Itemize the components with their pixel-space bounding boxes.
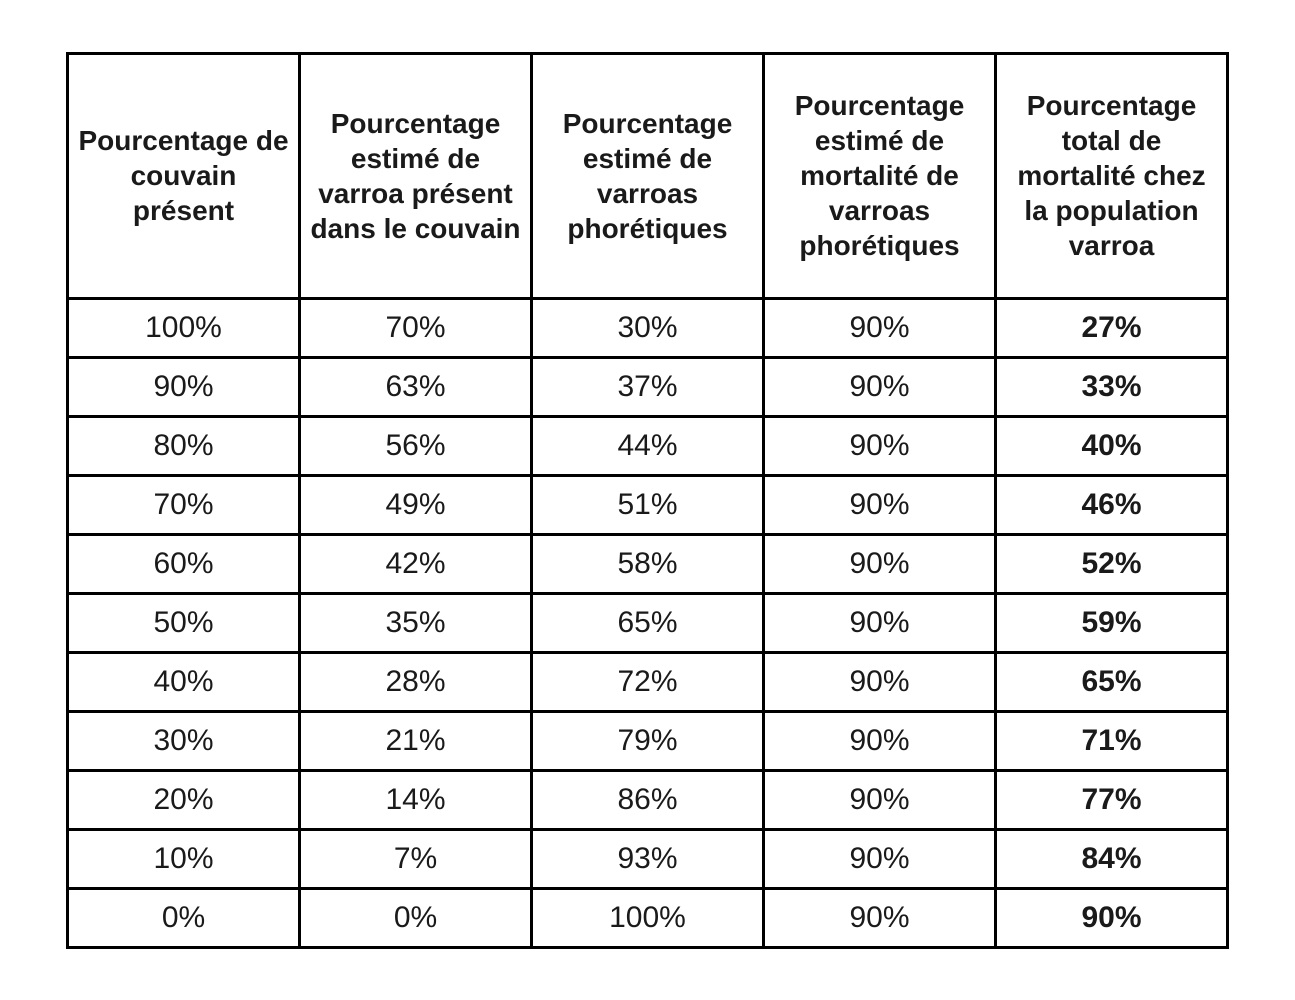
cell: 0% [300,888,532,947]
table-row: 100% 70% 30% 90% 27% [68,298,1228,357]
cell-total: 46% [996,475,1228,534]
cell: 90% [764,357,996,416]
cell: 49% [300,475,532,534]
table-row: 90% 63% 37% 90% 33% [68,357,1228,416]
cell-total: 33% [996,357,1228,416]
cell-total: 40% [996,416,1228,475]
cell: 80% [68,416,300,475]
cell: 65% [532,593,764,652]
cell: 28% [300,652,532,711]
table-row: 40% 28% 72% 90% 65% [68,652,1228,711]
cell-total: 59% [996,593,1228,652]
table-row: 80% 56% 44% 90% 40% [68,416,1228,475]
table-row: 0% 0% 100% 90% 90% [68,888,1228,947]
cell: 90% [764,770,996,829]
cell: 60% [68,534,300,593]
cell: 7% [300,829,532,888]
cell: 58% [532,534,764,593]
table-row: 20% 14% 86% 90% 77% [68,770,1228,829]
table-row: 70% 49% 51% 90% 46% [68,475,1228,534]
cell: 90% [764,475,996,534]
cell-total: 90% [996,888,1228,947]
cell: 90% [764,534,996,593]
cell: 100% [532,888,764,947]
cell: 90% [764,416,996,475]
cell: 86% [532,770,764,829]
cell: 40% [68,652,300,711]
cell-total: 27% [996,298,1228,357]
cell: 37% [532,357,764,416]
cell-total: 71% [996,711,1228,770]
cell: 90% [764,829,996,888]
cell: 90% [68,357,300,416]
table-body: 100% 70% 30% 90% 27% 90% 63% 37% 90% 33%… [68,298,1228,947]
cell: 56% [300,416,532,475]
varroa-mortality-table: Pourcentage de couvain présent Pourcenta… [66,52,1229,949]
cell: 90% [764,711,996,770]
cell: 100% [68,298,300,357]
header-cell-0: Pourcentage de couvain présent [68,53,300,298]
cell: 44% [532,416,764,475]
cell: 72% [532,652,764,711]
cell: 42% [300,534,532,593]
cell: 90% [764,652,996,711]
cell-total: 84% [996,829,1228,888]
cell-total: 52% [996,534,1228,593]
table-row: 60% 42% 58% 90% 52% [68,534,1228,593]
table-row: 50% 35% 65% 90% 59% [68,593,1228,652]
cell: 79% [532,711,764,770]
cell: 21% [300,711,532,770]
header-cell-2: Pourcentage estimé de varroas phorétique… [532,53,764,298]
cell-total: 77% [996,770,1228,829]
cell: 70% [300,298,532,357]
cell: 63% [300,357,532,416]
table-row: 10% 7% 93% 90% 84% [68,829,1228,888]
cell: 35% [300,593,532,652]
cell: 20% [68,770,300,829]
cell: 14% [300,770,532,829]
cell: 90% [764,593,996,652]
cell: 10% [68,829,300,888]
cell: 0% [68,888,300,947]
cell: 50% [68,593,300,652]
table-header: Pourcentage de couvain présent Pourcenta… [68,53,1228,298]
cell-total: 65% [996,652,1228,711]
header-cell-4: Pourcentage total de mortalité chez la p… [996,53,1228,298]
header-cell-3: Pourcentage estimé de mortalité de varro… [764,53,996,298]
cell: 90% [764,298,996,357]
cell: 51% [532,475,764,534]
header-cell-1: Pourcentage estimé de varroa présent dan… [300,53,532,298]
cell: 90% [764,888,996,947]
header-row: Pourcentage de couvain présent Pourcenta… [68,53,1228,298]
table-row: 30% 21% 79% 90% 71% [68,711,1228,770]
cell: 93% [532,829,764,888]
cell: 70% [68,475,300,534]
cell: 30% [532,298,764,357]
cell: 30% [68,711,300,770]
